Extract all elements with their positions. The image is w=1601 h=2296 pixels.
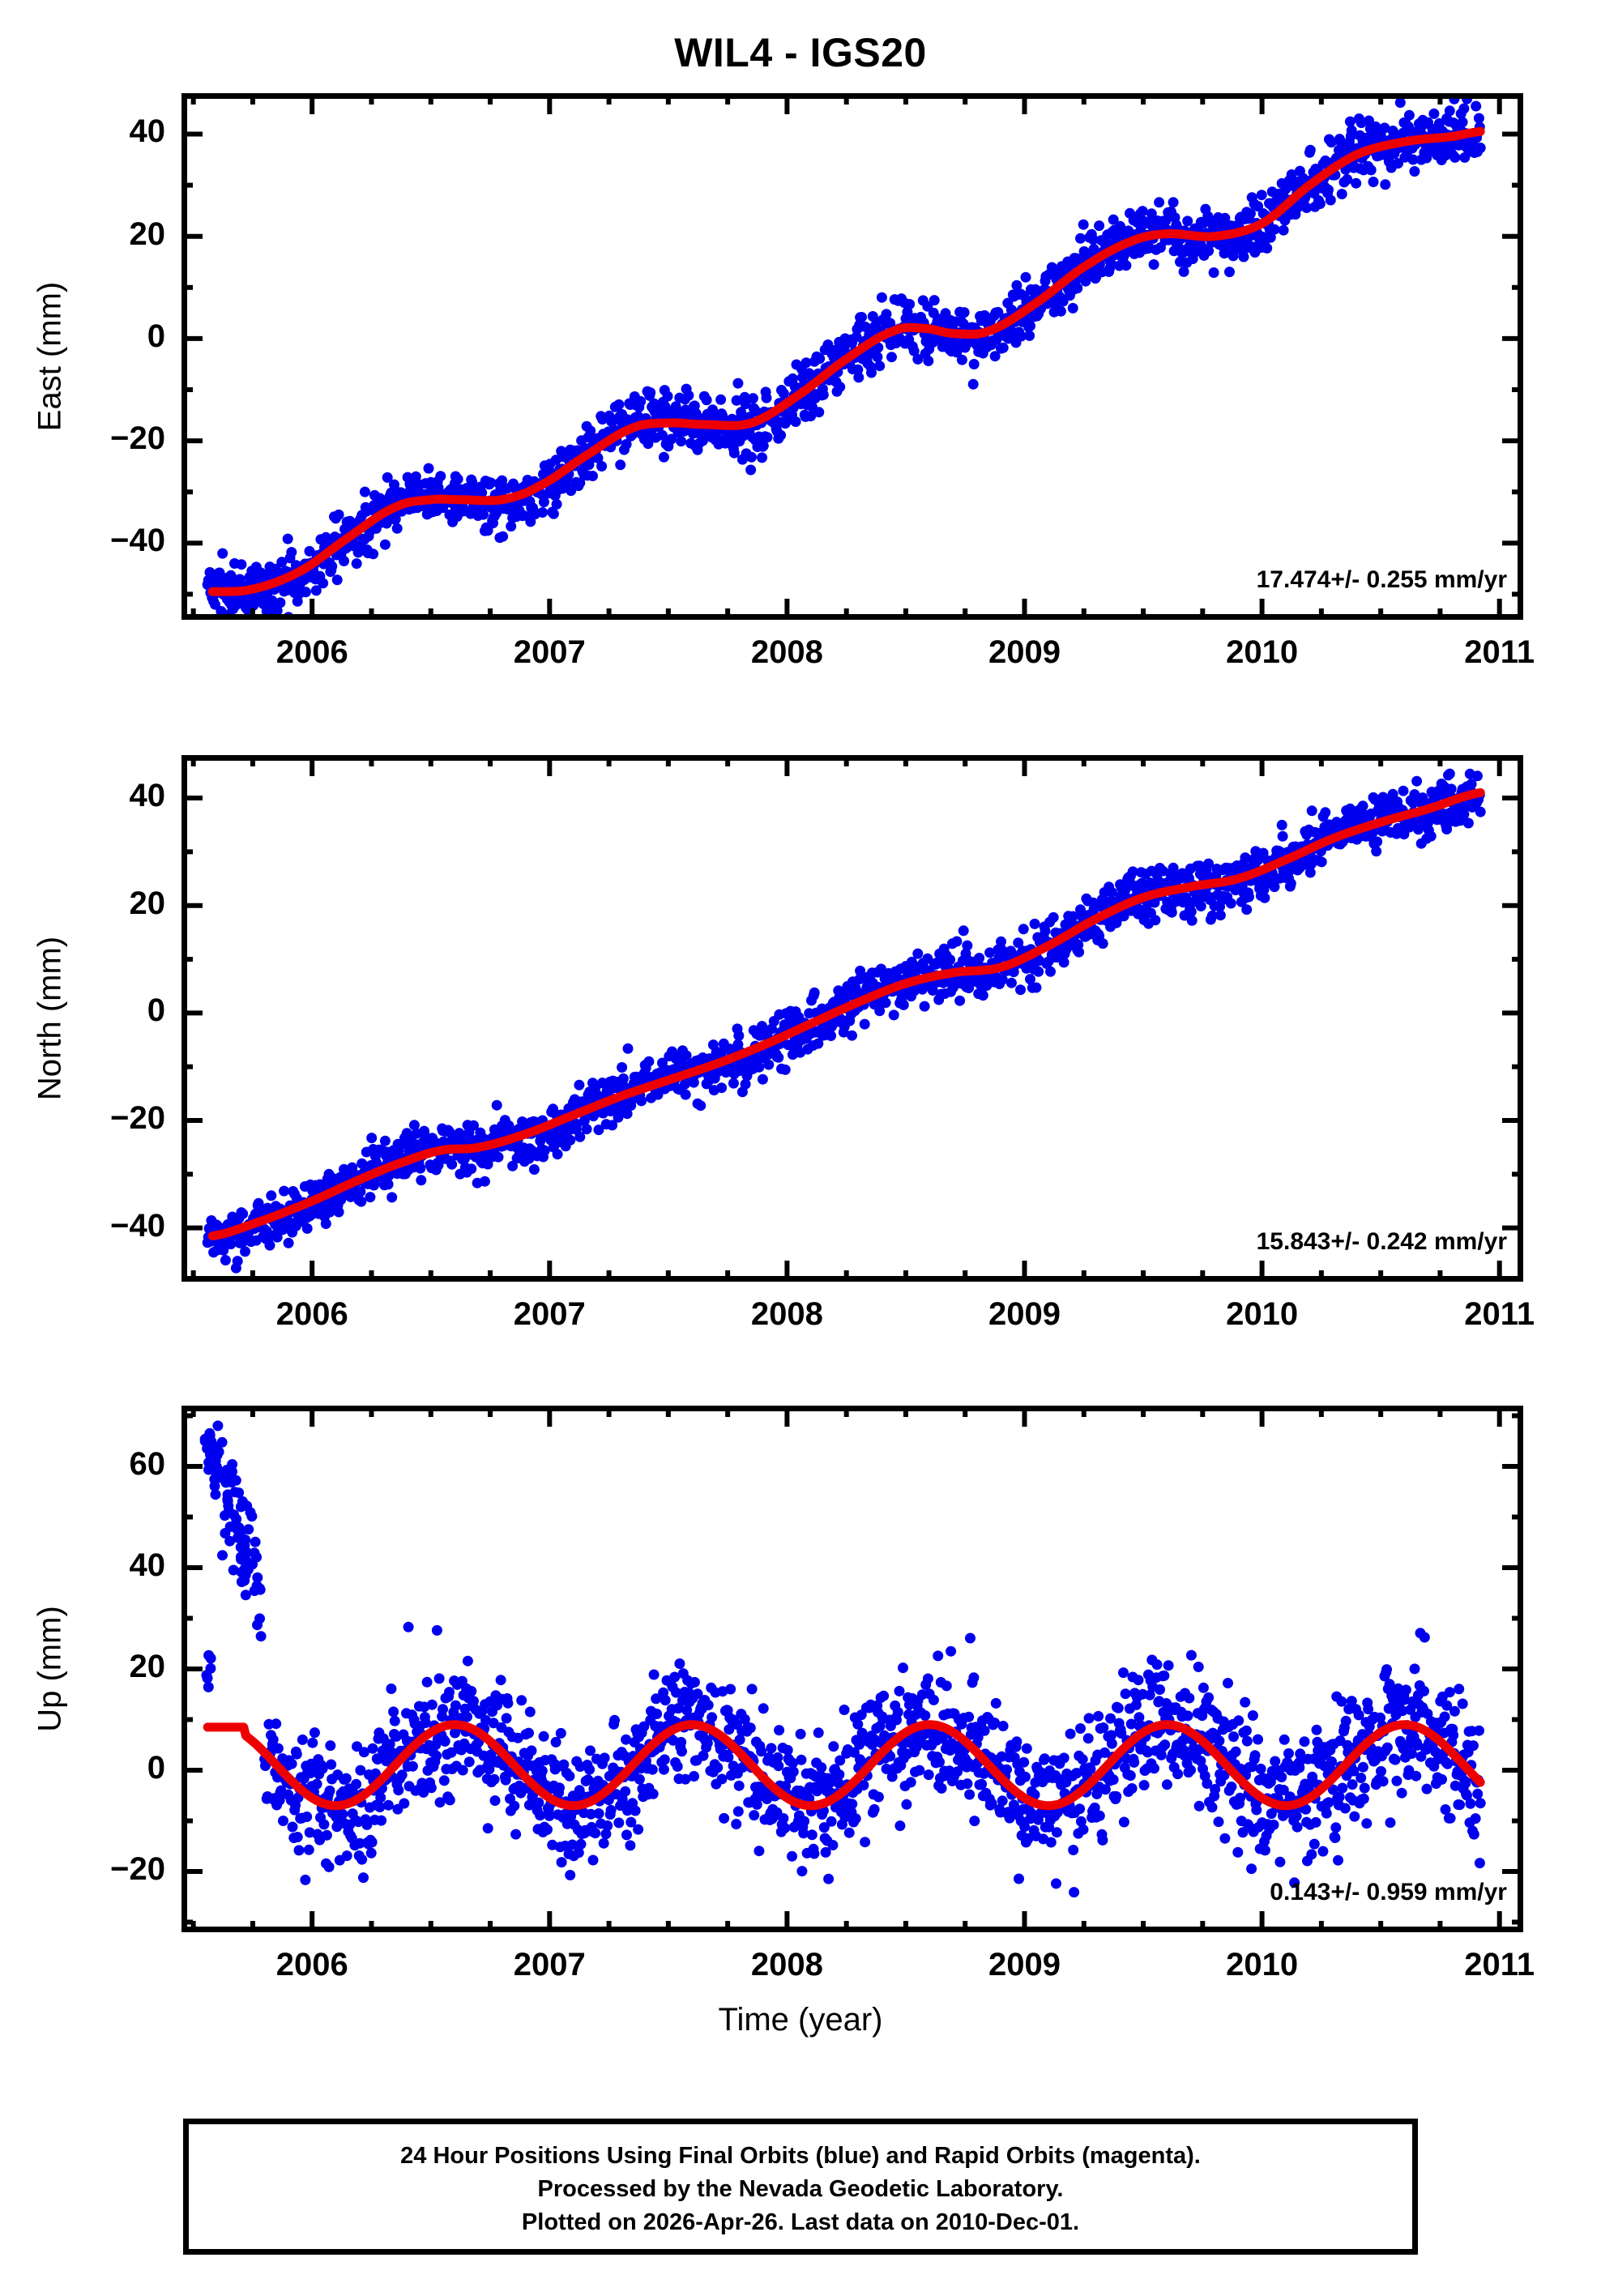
- y-tick-label: −20: [110, 1851, 165, 1887]
- x-tick-label: 2010: [1226, 1296, 1299, 1332]
- page-title: WIL4 - IGS20: [674, 30, 927, 75]
- plot-frame: [181, 1406, 1523, 1932]
- x-tick-label: 2007: [513, 634, 586, 670]
- x-tick-label: 2007: [513, 1296, 586, 1332]
- panel-north: [181, 755, 1523, 1282]
- y-tick-label: 0: [147, 992, 165, 1029]
- y-tick-label: 40: [129, 778, 166, 814]
- east-plot-area: [181, 93, 1523, 620]
- x-tick-label: 2011: [1464, 1296, 1535, 1332]
- y-tick-label: −40: [110, 523, 165, 559]
- east-rate-annotation: 17.474+/- 0.255 mm/yr: [1256, 566, 1507, 593]
- up-plot-area: [181, 1406, 1523, 1932]
- x-tick-label: 2007: [513, 1947, 586, 1982]
- y-tick-label: 60: [129, 1446, 166, 1482]
- north-rate-annotation: 15.843+/- 0.242 mm/yr: [1256, 1228, 1507, 1255]
- up-y-axis-label: Up (mm): [32, 1606, 68, 1732]
- x-tick-label: 2009: [988, 1947, 1061, 1982]
- footer-line-orbits: 24 Hour Positions Using Final Orbits (bl…: [400, 2143, 1201, 2169]
- y-tick-label: 0: [147, 1750, 165, 1786]
- x-tick-label: 2011: [1464, 1947, 1535, 1982]
- y-tick-label: 0: [147, 318, 165, 354]
- footer-line-dates: Plotted on 2026-Apr-26. Last data on 201…: [521, 2209, 1080, 2235]
- x-tick-label: 2009: [988, 634, 1061, 670]
- east-y-axis-label: East (mm): [32, 281, 68, 432]
- plot-frame: [181, 755, 1523, 1282]
- x-tick-label: 2010: [1226, 1947, 1299, 1982]
- x-tick-label: 2011: [1464, 634, 1535, 670]
- y-tick-label: 40: [129, 1547, 166, 1583]
- x-tick-label: 2006: [275, 1947, 348, 1982]
- fit-line: [203, 1720, 1485, 1811]
- north-y-axis-label: North (mm): [32, 936, 68, 1101]
- x-axis-label: Time (year): [718, 2002, 883, 2038]
- y-tick-label: −40: [110, 1207, 165, 1244]
- footer-line-processor: Processed by the Nevada Geodetic Laborat…: [537, 2176, 1064, 2202]
- panel-east: [181, 93, 1523, 620]
- x-tick-label: 2010: [1226, 634, 1299, 670]
- x-tick-label: 2006: [275, 634, 348, 670]
- y-tick-label: −20: [110, 1100, 165, 1137]
- up-rate-annotation: 0.143+/- 0.959 mm/yr: [1270, 1879, 1507, 1906]
- y-tick-label: 20: [129, 1649, 166, 1684]
- y-tick-label: −20: [110, 420, 165, 457]
- y-tick-label: 20: [129, 216, 166, 252]
- y-tick-label: 20: [129, 885, 166, 921]
- y-tick-label: 40: [129, 113, 166, 150]
- fit-line: [207, 787, 1485, 1241]
- x-tick-label: 2008: [750, 634, 823, 670]
- north-plot-area: [181, 755, 1523, 1282]
- panel-up: [181, 1406, 1523, 1932]
- fit-line: [207, 126, 1485, 596]
- plot-frame: [181, 93, 1523, 620]
- x-tick-label: 2008: [750, 1947, 823, 1982]
- x-tick-label: 2006: [275, 1296, 348, 1332]
- plot-background: [181, 1406, 1523, 1932]
- footer-caption-box: 24 Hour Positions Using Final Orbits (bl…: [183, 2119, 1418, 2255]
- x-tick-label: 2009: [988, 1296, 1061, 1332]
- x-tick-label: 2008: [750, 1296, 823, 1332]
